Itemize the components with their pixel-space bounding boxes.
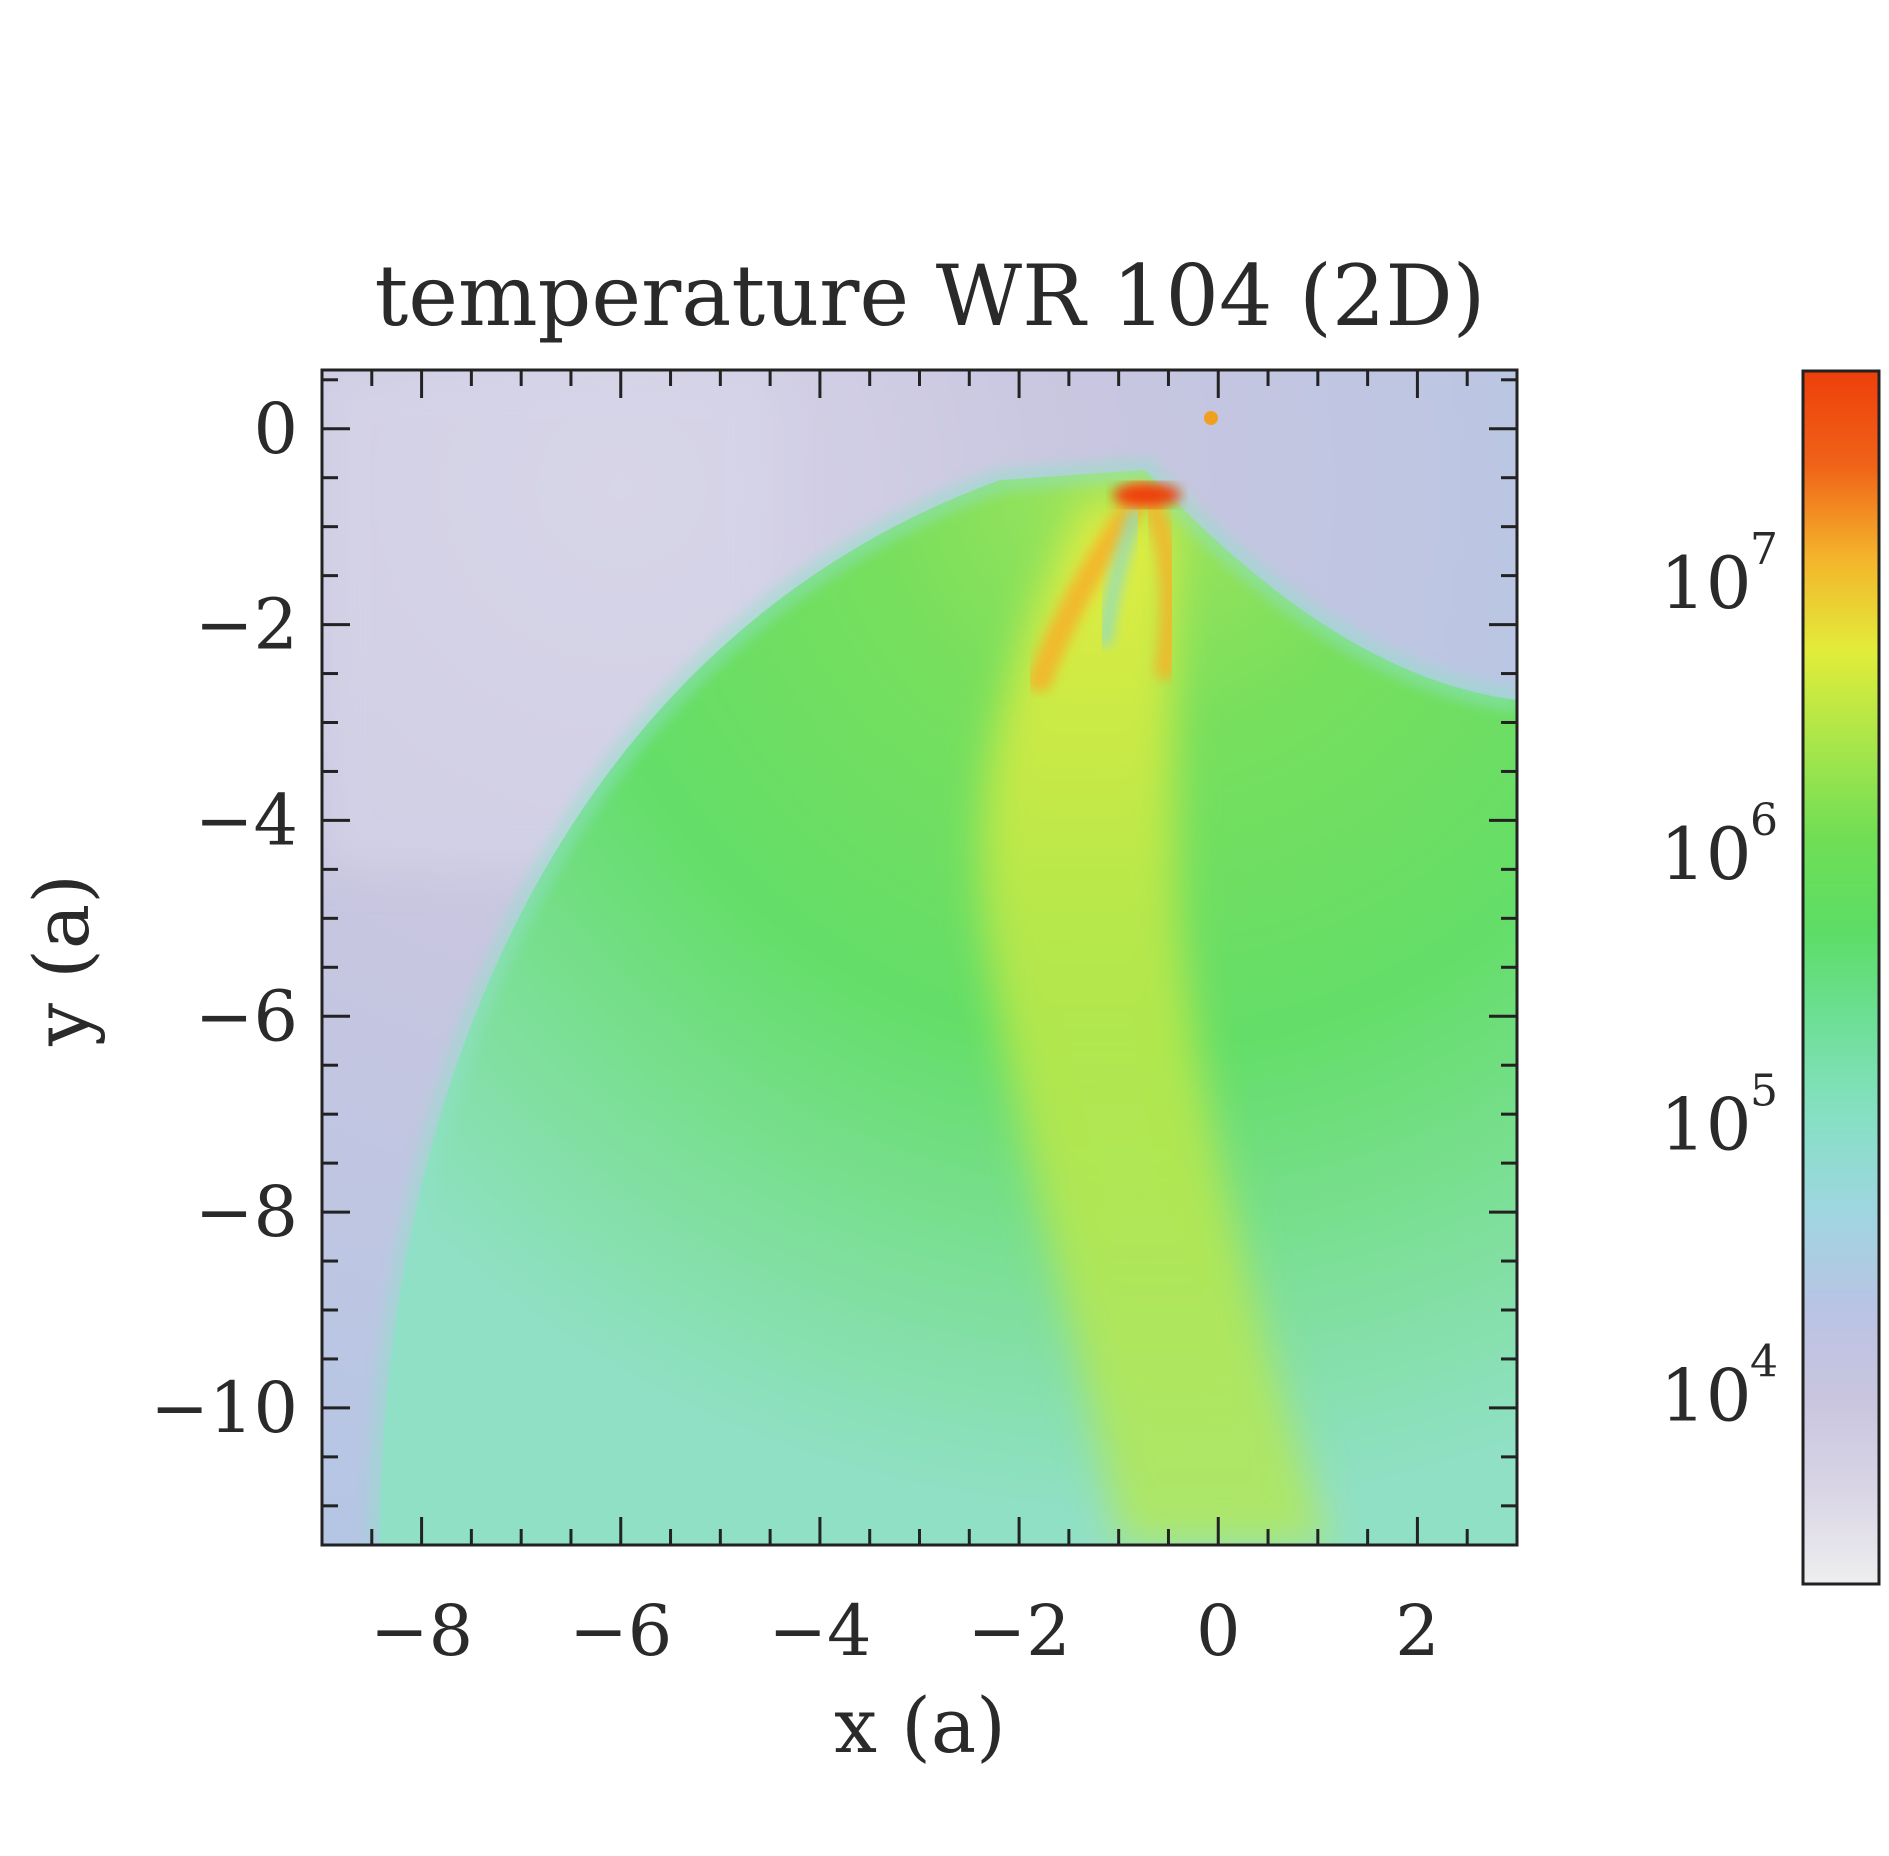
hot-filament-right: [1140, 490, 1180, 680]
colorbar-tick-exponent: 5: [1750, 1066, 1778, 1117]
colorbar-tick-base: 10: [1660, 812, 1752, 896]
x-tick-label: −6: [569, 1590, 672, 1672]
colorbar-tick-base: 10: [1660, 541, 1752, 625]
cool-gap: [1098, 508, 1142, 647]
x-tick-label: 0: [1196, 1590, 1241, 1672]
hot-stream: [981, 500, 1330, 1545]
colorbar: [1801, 369, 1881, 1586]
y-axis-ticks: [322, 378, 1517, 1508]
y-tick-label: −2: [195, 584, 298, 666]
y-axis-tick-labels: 0 −2 −4 −6 −8 −10: [150, 388, 298, 1449]
x-tick-label: −2: [967, 1590, 1070, 1672]
heatmap-image: [322, 370, 1517, 1545]
x-tick-label: −8: [370, 1590, 473, 1672]
x-axis-label: x (a): [834, 1681, 1006, 1770]
y-tick-label: −10: [150, 1367, 298, 1449]
hot-filament-left: [1028, 483, 1152, 692]
colorbar-tick-base: 10: [1660, 1354, 1752, 1438]
colorbar-tick-exponent: 7: [1750, 524, 1778, 575]
y-tick-label: −8: [195, 1171, 298, 1253]
x-tick-label: 2: [1395, 1590, 1440, 1672]
y-axis-label: y (a): [17, 874, 106, 1047]
y-tick-label: −6: [195, 975, 298, 1057]
shock-apex: [1113, 483, 1181, 507]
shock-edge: [368, 457, 1517, 1545]
colorbar-tick-exponent: 4: [1750, 1337, 1778, 1388]
chart-title: temperature WR 104 (2D): [375, 247, 1486, 345]
hot-spot: [1204, 411, 1218, 425]
x-axis-tick-labels: −8 −6 −4 −2 0 2: [370, 1590, 1440, 1672]
colorbar-tick-base: 10: [1660, 1083, 1752, 1167]
colorbar-tick-exponent: 6: [1750, 795, 1778, 846]
x-axis-ticks: [320, 370, 1519, 1545]
y-tick-label: 0: [253, 388, 298, 470]
x-tick-label: −4: [768, 1590, 871, 1672]
y-tick-label: −4: [195, 779, 298, 861]
